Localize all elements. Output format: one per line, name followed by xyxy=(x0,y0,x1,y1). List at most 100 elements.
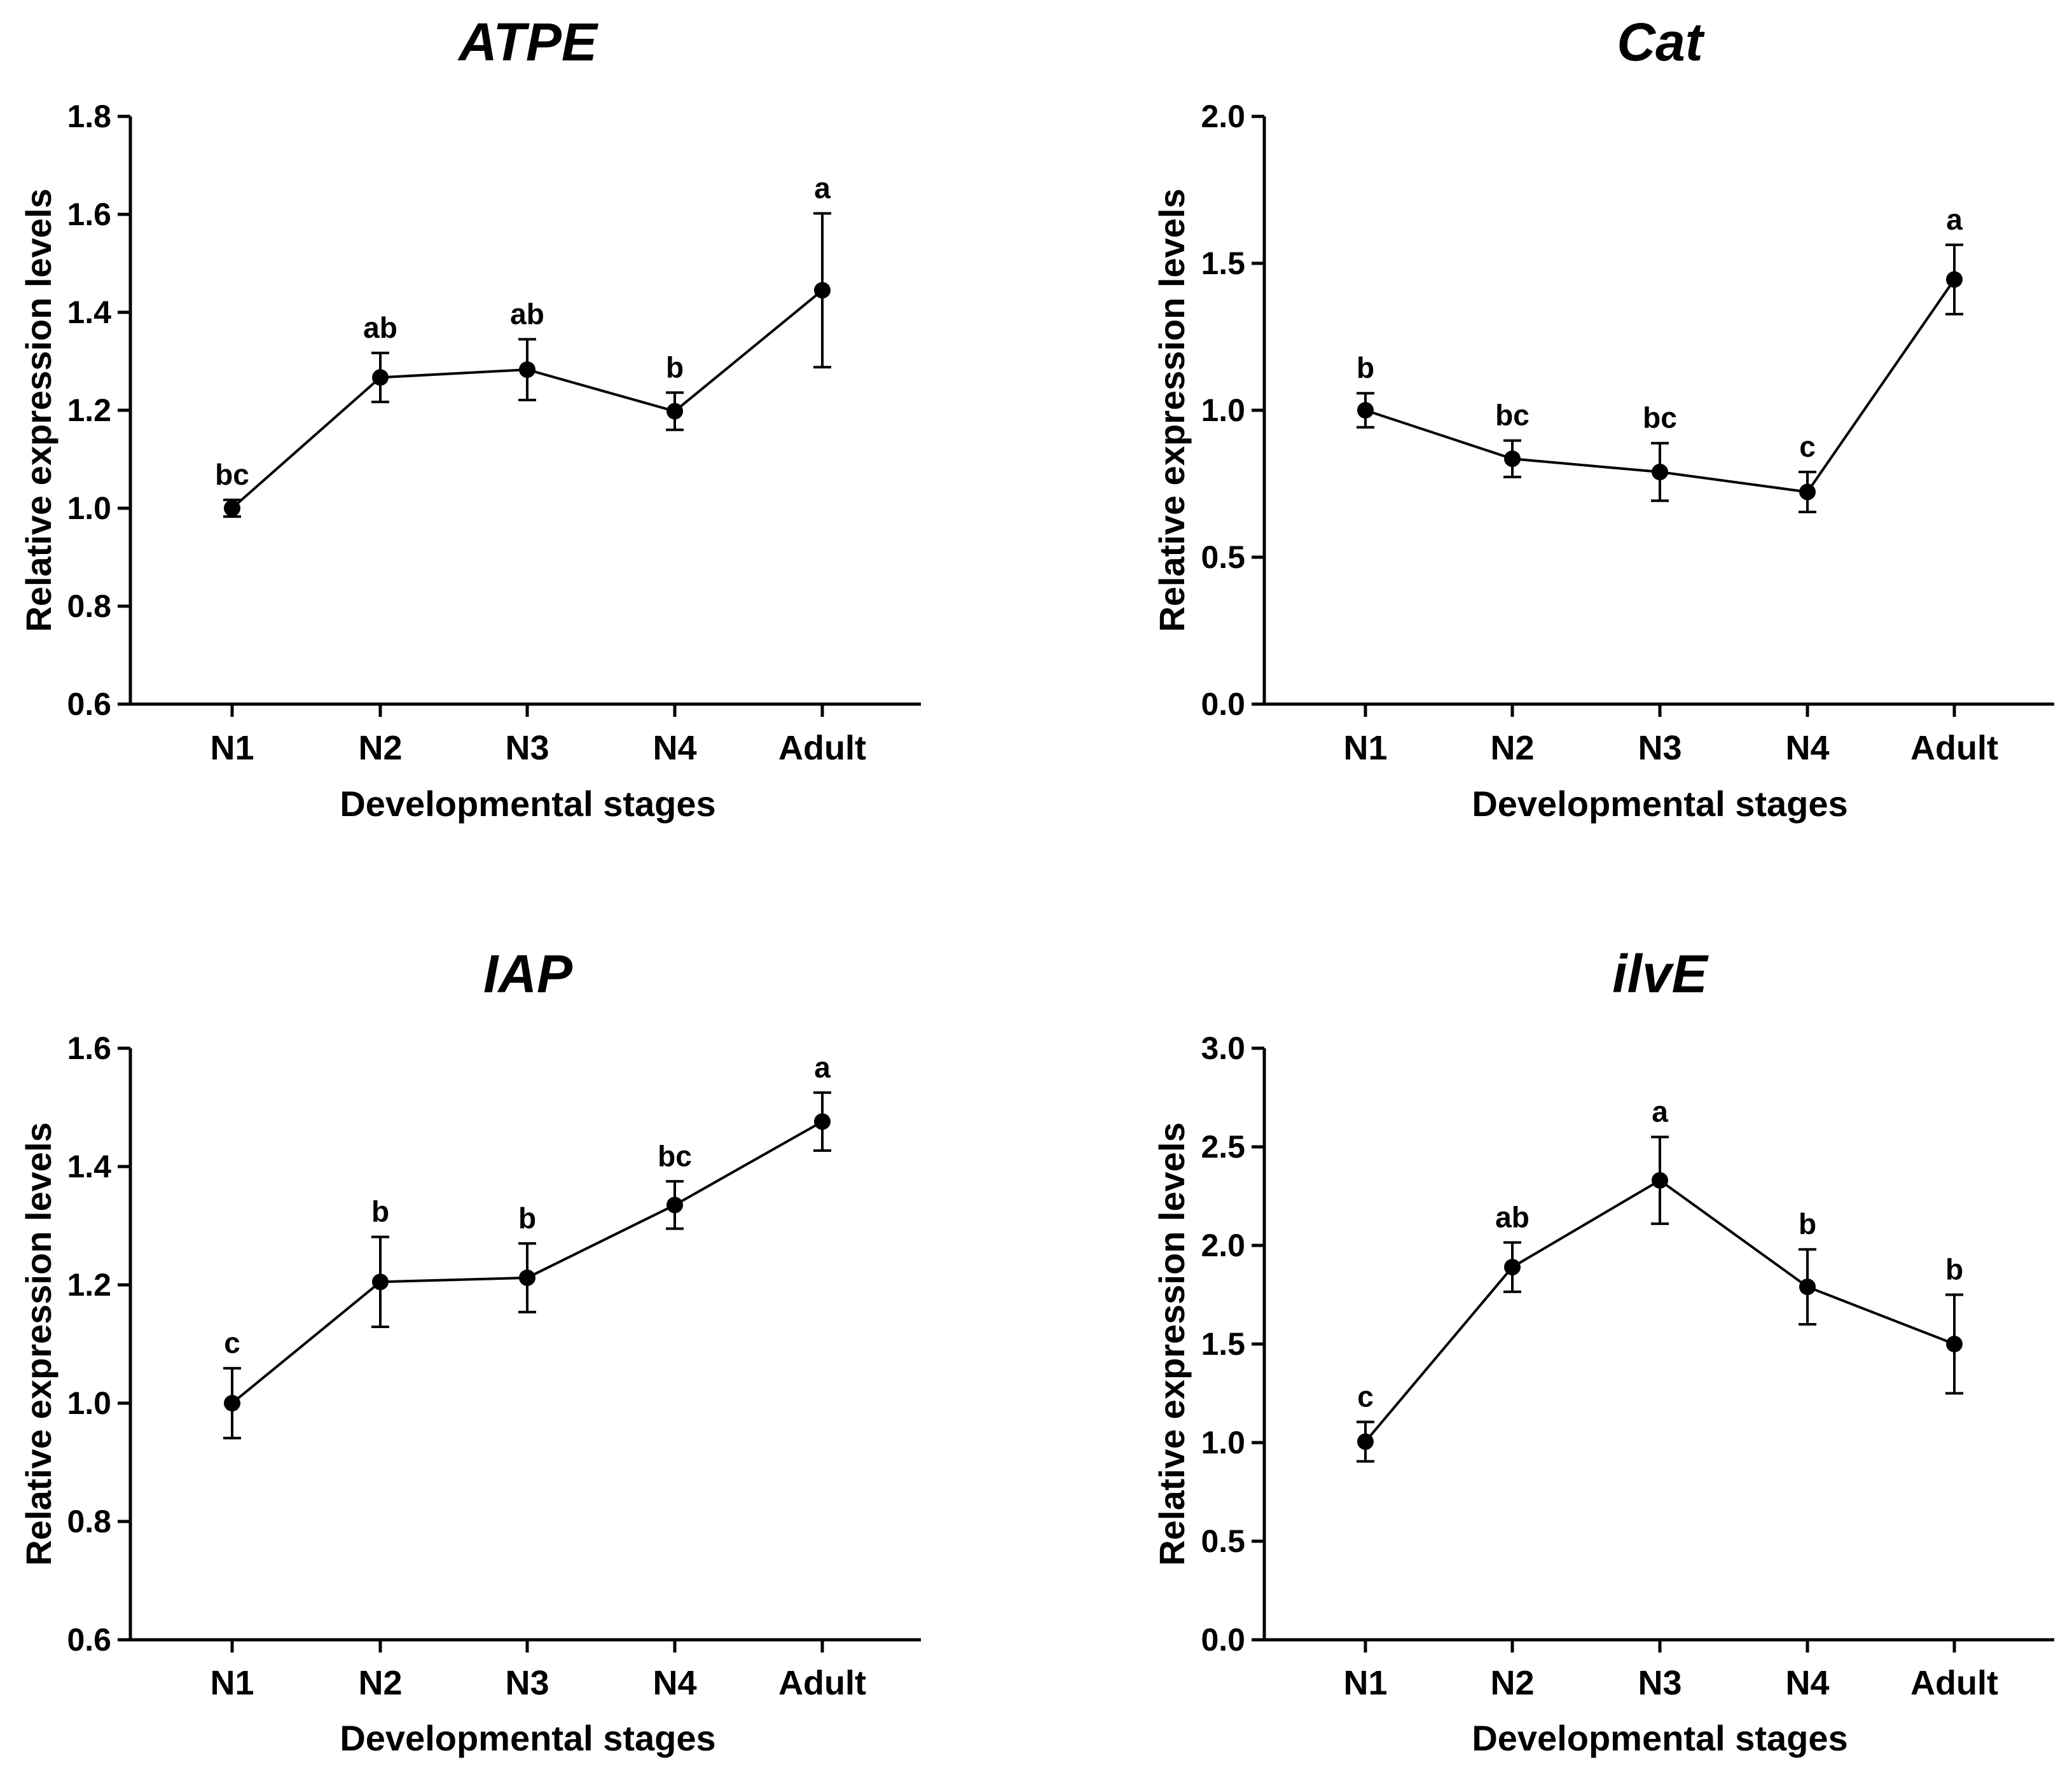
significance-label: bc xyxy=(658,1139,692,1172)
x-tick-label: N4 xyxy=(1785,729,1829,767)
x-tick-label: N3 xyxy=(505,729,549,767)
y-axis-label: Relative expression levels xyxy=(1152,1122,1192,1565)
y-tick-label: 1.0 xyxy=(1201,1425,1245,1460)
x-axis-label: Developmental stages xyxy=(1472,1718,1848,1758)
y-tick-label: 0.6 xyxy=(67,686,111,722)
data-point xyxy=(1357,1433,1374,1450)
data-point xyxy=(1357,402,1374,419)
chart-panel-3: ilvE 0.0 0.5 1.0 1.5 2.0 2.5 3.0 N1 N2 N3 N4 Adult De… xyxy=(1152,944,2054,1758)
chart-panel-1: Cat 0.0 0.5 1.0 1.5 2.0 N1 N2 N3 N4 Adult Developme… xyxy=(1152,12,2054,824)
x-tick-label: N1 xyxy=(210,1664,254,1702)
y-axis-label: Relative expression levels xyxy=(18,188,59,632)
significance-label: bc xyxy=(215,458,249,491)
x-tick-label: N1 xyxy=(1343,729,1387,767)
significance-label: c xyxy=(1799,430,1816,463)
chart-title: ATPE xyxy=(457,12,599,72)
y-tick-label: 0.8 xyxy=(67,588,111,624)
data-point xyxy=(519,1269,535,1286)
y-axis-label: Relative expression levels xyxy=(1152,188,1192,632)
y-tick-label: 0.8 xyxy=(67,1504,111,1539)
y-tick-label: 1.8 xyxy=(67,99,111,134)
y-tick-label: 0.0 xyxy=(1201,1622,1245,1658)
y-tick-label: 0.5 xyxy=(1201,1523,1245,1559)
y-tick-label: 1.2 xyxy=(67,392,111,428)
significance-label: a xyxy=(1946,203,1963,236)
x-tick-label: Adult xyxy=(1910,1664,1998,1702)
y-tick-label: 1.4 xyxy=(67,294,111,330)
significance-label: a xyxy=(814,171,831,204)
data-point xyxy=(1946,271,1963,288)
y-tick-label: 0.0 xyxy=(1201,686,1245,722)
x-tick-label: N4 xyxy=(1785,1664,1829,1702)
chart-panel-0: ATPE 0.6 0.8 1.0 1.2 1.4 1.6 1.8 N1 N2 N3 N4 Adult De… xyxy=(18,12,921,824)
data-point xyxy=(224,500,240,516)
x-tick-label: Adult xyxy=(1910,729,1998,767)
y-tick-label: 1.5 xyxy=(1201,246,1245,281)
x-tick-label: N3 xyxy=(505,1664,549,1702)
significance-label: a xyxy=(814,1051,831,1084)
y-tick-label: 1.2 xyxy=(67,1267,111,1303)
data-point xyxy=(372,369,389,386)
y-tick-label: 1.0 xyxy=(67,490,111,526)
significance-label: b xyxy=(371,1195,389,1228)
x-tick-label: N3 xyxy=(1638,1664,1682,1702)
data-point xyxy=(666,1196,683,1214)
significance-label: bc xyxy=(1495,399,1530,432)
data-point xyxy=(224,1395,240,1411)
y-tick-label: 3.0 xyxy=(1201,1030,1245,1066)
x-tick-label: N2 xyxy=(1490,1664,1534,1702)
significance-label: bc xyxy=(1643,401,1677,434)
y-tick-label: 1.6 xyxy=(67,197,111,232)
data-point xyxy=(372,1273,389,1291)
significance-label: b xyxy=(518,1202,536,1235)
significance-label: ab xyxy=(363,311,397,344)
y-tick-label: 0.6 xyxy=(67,1622,111,1658)
y-tick-label: 2.5 xyxy=(1201,1129,1245,1165)
data-point xyxy=(814,282,831,299)
y-tick-label: 1.5 xyxy=(1201,1326,1245,1362)
data-point xyxy=(1652,464,1668,481)
x-axis-label: Developmental stages xyxy=(340,784,715,824)
data-point xyxy=(1799,483,1816,501)
y-tick-label: 1.0 xyxy=(67,1385,111,1421)
significance-label: b xyxy=(666,350,684,384)
significance-label: c xyxy=(224,1326,240,1359)
data-point xyxy=(1652,1172,1668,1189)
data-point xyxy=(666,403,683,420)
data-point xyxy=(519,361,535,378)
y-axis-label: Relative expression levels xyxy=(18,1122,59,1565)
significance-label: b xyxy=(1799,1207,1816,1240)
data-point xyxy=(1504,1259,1521,1276)
chart-panel-2: IAP 0.6 0.8 1.0 1.2 1.4 1.6 N1 N2 N3 N4 Adult Develo… xyxy=(18,944,921,1758)
chart-title: IAP xyxy=(483,944,573,1004)
x-tick-label: Adult xyxy=(778,1664,866,1702)
x-tick-label: Adult xyxy=(778,729,866,767)
x-tick-label: N1 xyxy=(1343,1664,1387,1702)
x-tick-label: N4 xyxy=(653,729,696,767)
y-tick-label: 1.4 xyxy=(67,1149,111,1184)
significance-label: b xyxy=(1357,351,1374,384)
significance-label: c xyxy=(1357,1380,1374,1413)
x-tick-label: N3 xyxy=(1638,729,1682,767)
y-tick-label: 0.5 xyxy=(1201,539,1245,575)
x-axis-label: Developmental stages xyxy=(1472,784,1848,824)
data-point xyxy=(1799,1278,1816,1296)
y-tick-label: 1.6 xyxy=(67,1030,111,1066)
significance-label: a xyxy=(1652,1095,1668,1128)
y-tick-label: 1.0 xyxy=(1201,392,1245,428)
chart-title: ilvE xyxy=(1612,944,1709,1004)
x-tick-label: N4 xyxy=(653,1664,696,1702)
data-point xyxy=(1504,450,1521,468)
x-tick-label: N2 xyxy=(1490,729,1534,767)
y-tick-label: 2.0 xyxy=(1201,99,1245,134)
x-tick-label: N2 xyxy=(358,1664,402,1702)
x-tick-label: N1 xyxy=(210,729,254,767)
significance-label: ab xyxy=(510,297,544,330)
significance-label: b xyxy=(1945,1253,1963,1286)
data-point xyxy=(814,1113,831,1130)
significance-label: ab xyxy=(1495,1200,1530,1233)
x-axis-label: Developmental stages xyxy=(340,1718,715,1758)
y-tick-label: 2.0 xyxy=(1201,1228,1245,1263)
data-point xyxy=(1946,1336,1963,1352)
